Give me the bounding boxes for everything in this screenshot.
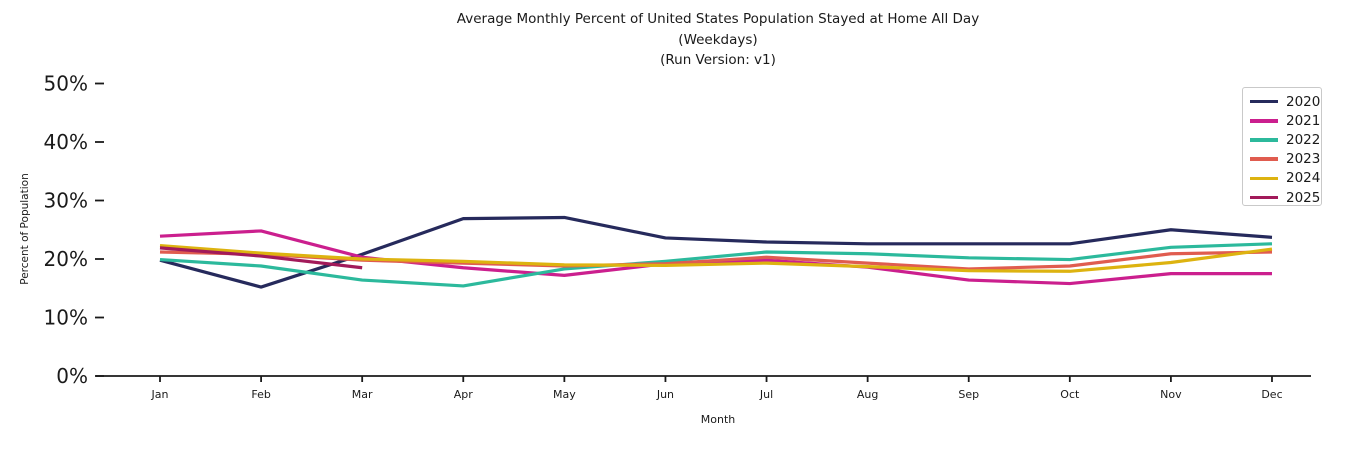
x-tick-label: Jan [151, 388, 169, 401]
x-tick-label: Aug [857, 388, 878, 401]
legend-item-2021: 2021 [1250, 111, 1321, 130]
legend-item-2022: 2022 [1250, 130, 1321, 149]
y-tick-label: 0% [56, 364, 88, 388]
legend-item-2025: 2025 [1250, 188, 1321, 207]
series-line-2022 [159, 242, 1273, 288]
legend-label-2021: 2021 [1286, 112, 1321, 129]
legend-label-2022: 2022 [1286, 131, 1321, 148]
y-tick-label: 50% [44, 72, 88, 96]
y-tick-label: 10% [44, 306, 88, 330]
x-tick-label: Feb [251, 388, 270, 401]
series-line-2024 [159, 243, 1273, 273]
x-axis-label: Month [700, 413, 736, 426]
legend-box: 2020 2021 2022 2023 2024 2025 [1242, 87, 1322, 206]
legend-swatch-2022 [1250, 138, 1278, 142]
series-line-2025 [159, 246, 363, 270]
legend-label-2020: 2020 [1286, 93, 1321, 110]
legend-item-2023: 2023 [1250, 150, 1321, 169]
x-tick-label: Mar [352, 388, 373, 401]
legend-item-2020: 2020 [1250, 92, 1321, 111]
x-tick-label: Jul [759, 388, 773, 401]
x-tick-label: Dec [1261, 388, 1282, 401]
chart-title: Average Monthly Percent of United States… [456, 11, 980, 27]
legend-swatch-2024 [1250, 176, 1278, 181]
x-tick-label: May [553, 388, 576, 401]
y-tick-label: 20% [44, 247, 88, 271]
chart-title-block: Average Monthly Percent of United States… [98, 9, 1338, 71]
legend-swatch-2025 [1250, 195, 1278, 200]
x-tick-label: Apr [454, 388, 474, 401]
x-tick-label: Sep [958, 388, 979, 401]
x-tick-label: Jun [656, 388, 674, 401]
y-tick-label: 40% [44, 130, 88, 154]
legend-label-2023: 2023 [1286, 151, 1321, 168]
x-tick-label: Oct [1060, 388, 1080, 401]
legend-label-2024: 2024 [1286, 170, 1321, 187]
legend-swatch-2023 [1250, 157, 1278, 161]
legend-swatch-2020 [1250, 99, 1278, 104]
y-tick-label: 30% [44, 189, 88, 213]
chart-subtitle-weekdays: (Weekdays) [678, 31, 758, 48]
legend-item-2024: 2024 [1250, 169, 1321, 188]
chart-subtitle-run-version: (Run Version: v1) [660, 52, 776, 69]
legend-label-2025: 2025 [1286, 189, 1321, 206]
legend-swatch-2021 [1250, 119, 1278, 123]
x-tick-label: Nov [1160, 388, 1182, 401]
y-axis-label: Percent of Population [19, 173, 31, 285]
